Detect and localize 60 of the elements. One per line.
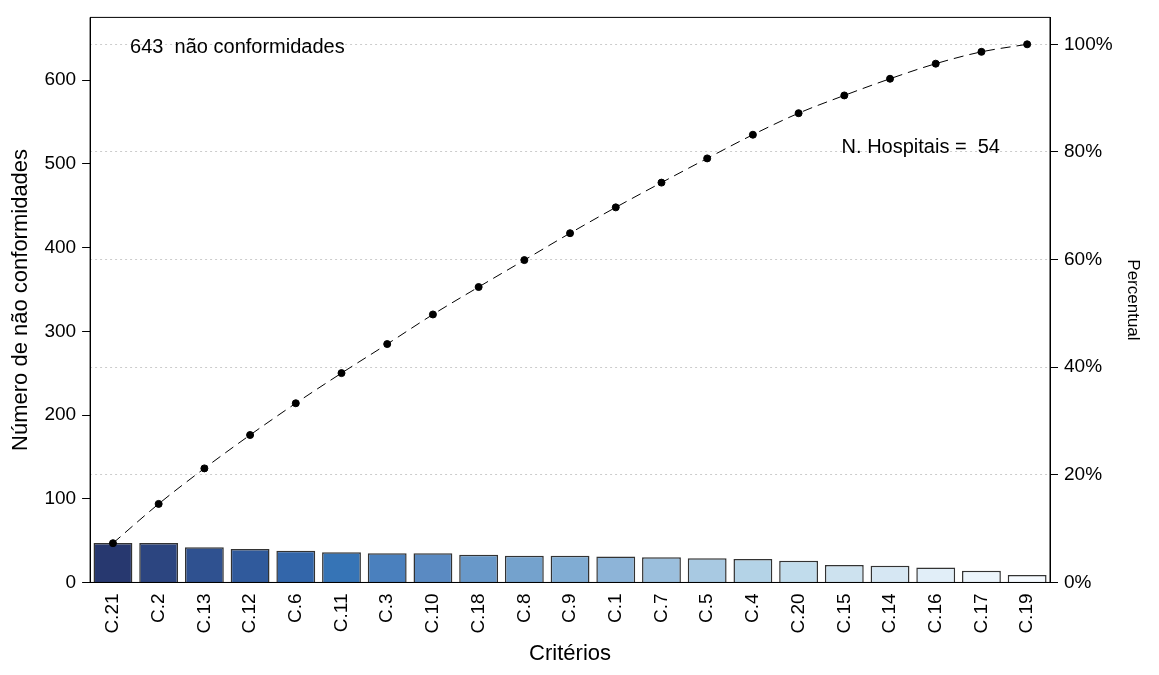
y-tick-label: 600 xyxy=(44,68,77,90)
point xyxy=(794,109,803,118)
annotation: 643 não conformidades xyxy=(130,34,345,57)
x-tick-label: C.10 xyxy=(421,593,443,634)
x-tick-label: C.13 xyxy=(192,593,214,634)
point xyxy=(246,431,255,440)
point xyxy=(154,499,163,508)
x-tick-label: C.1 xyxy=(604,593,625,624)
y2-tick-label: 100% xyxy=(1064,32,1113,54)
x-tick-label: C.18 xyxy=(466,593,488,634)
y2-tick-label: 80% xyxy=(1064,140,1103,162)
x-tick-label: C.7 xyxy=(649,593,671,624)
point xyxy=(108,539,117,548)
point xyxy=(657,178,666,187)
point xyxy=(611,203,620,212)
x-tick-label: C.17 xyxy=(969,593,991,634)
y-axis-title: Número de não conformidades xyxy=(7,148,33,451)
point xyxy=(703,154,712,163)
point xyxy=(840,91,849,100)
x-tick-label: C.9 xyxy=(558,593,580,624)
point xyxy=(383,340,392,349)
annotation: N. Hospitais = 54 xyxy=(841,134,1001,157)
point xyxy=(291,399,300,408)
x-tick-label: C.19 xyxy=(1015,593,1037,634)
y2-tick-label: 0% xyxy=(1064,570,1092,592)
point xyxy=(977,47,986,56)
y-tick-label: 200 xyxy=(44,403,77,425)
point xyxy=(428,310,437,319)
x-tick-label: C.11 xyxy=(329,593,351,633)
point xyxy=(1023,40,1032,49)
point xyxy=(886,74,895,83)
y2-tick-label: 20% xyxy=(1064,463,1103,485)
point xyxy=(337,369,346,378)
point xyxy=(520,256,529,265)
y2-tick-label: 60% xyxy=(1064,247,1103,269)
x-tick-label: C.4 xyxy=(741,593,763,624)
point xyxy=(474,283,483,292)
x-tick-label: C.21 xyxy=(101,593,123,634)
y2-axis-title: Percentual xyxy=(1124,259,1144,341)
x-tick-label: C.20 xyxy=(786,593,808,634)
y-tick-label: 400 xyxy=(44,235,77,257)
y-tick-label: 0 xyxy=(65,570,77,592)
x-tick-label: C.5 xyxy=(695,593,717,624)
x-tick-label: C.12 xyxy=(238,593,260,634)
x-tick-label: C.3 xyxy=(375,593,397,624)
y-tick-label: 300 xyxy=(44,319,77,341)
point xyxy=(200,464,209,473)
y2-tick-label: 40% xyxy=(1064,355,1103,377)
y-tick-label: 500 xyxy=(44,152,77,174)
point xyxy=(748,130,757,139)
point xyxy=(931,59,940,68)
y-tick-label: 100 xyxy=(44,486,77,508)
x-tick-label: C.8 xyxy=(512,593,534,624)
x-axis-title: Critérios xyxy=(529,639,612,665)
x-tick-label: C.6 xyxy=(284,593,306,624)
point xyxy=(566,229,575,238)
x-tick-label: C.14 xyxy=(878,593,900,634)
x-tick-label: C.2 xyxy=(146,593,168,624)
x-tick-label: C.16 xyxy=(923,593,945,634)
x-tick-label: C.15 xyxy=(832,593,854,634)
